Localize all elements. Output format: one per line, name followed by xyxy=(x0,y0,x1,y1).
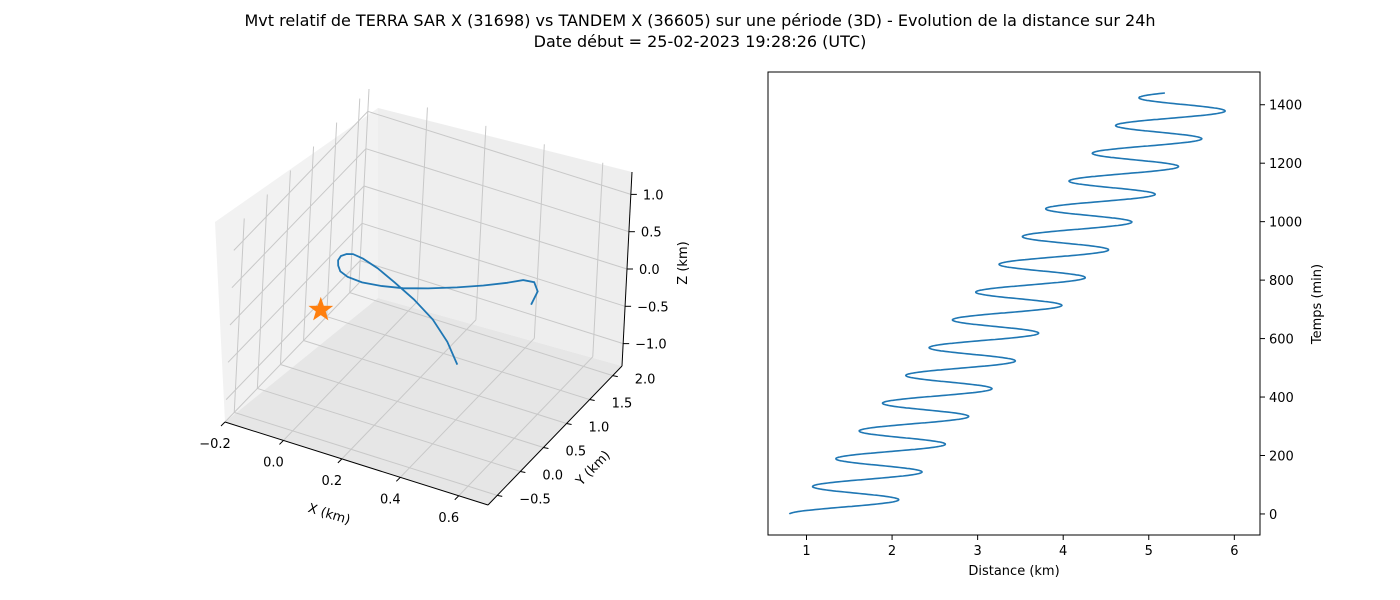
y-tick-mark-3d-1 xyxy=(520,470,526,473)
chart-3d-trajectory: −0.20.00.20.40.6−0.50.00.51.01.52.0−1.0−… xyxy=(199,88,691,528)
y-tick-label-3d-1: 0.0 xyxy=(542,468,563,483)
trajectory-line xyxy=(337,253,539,365)
y-tick-label-3d-4: 1.5 xyxy=(612,397,633,412)
x-tick-mark-3d-1 xyxy=(279,440,284,445)
x-tick-label-3d-1: 0.0 xyxy=(263,455,284,470)
z-tick-label-3d-4: 1.0 xyxy=(643,188,664,203)
distance-series-line xyxy=(788,92,1226,515)
x-tick-label-4: 5 xyxy=(1145,544,1153,559)
y-tick-label-3d-0: −0.5 xyxy=(519,492,551,507)
gridline-left-z-4 xyxy=(233,111,369,251)
y-tick-label-3d-3: 1.0 xyxy=(589,421,610,436)
y-tick-label-3d-2: 0.5 xyxy=(565,444,586,459)
figure-title-line2: Date début = 25-02-2023 19:28:26 (UTC) xyxy=(534,32,867,51)
y-tick-label-2: 400 xyxy=(1269,391,1294,406)
gridline-floor-x-1 xyxy=(283,301,418,441)
y-ticks: 0 200 400 600 800 1000 1200 1400 xyxy=(1260,99,1302,523)
gridline-left-z-1 xyxy=(227,222,363,363)
gridline-back-z-3 xyxy=(365,148,630,233)
x-tick-label-3d-0: −0.2 xyxy=(199,437,231,452)
gridline-floor-x-0 xyxy=(224,282,360,423)
y-tick-mark-3d-2 xyxy=(543,446,549,449)
gridline-floor-y-3 xyxy=(303,340,567,424)
gridline-floor-x-3 xyxy=(399,337,535,478)
z-tick-label-3d-3: 0.5 xyxy=(641,226,662,241)
gridline-floor-x-2 xyxy=(341,319,477,460)
x-tick-label-3d-3: 0.4 xyxy=(380,492,401,507)
gridline-floor-x-4 xyxy=(458,356,594,497)
x-tick-label-0: 1 xyxy=(802,544,810,559)
x-ticks: 1 2 3 4 5 6 xyxy=(802,535,1238,559)
ticks-3d: −0.20.00.20.40.6−0.50.00.51.01.52.0−1.0−… xyxy=(199,188,668,525)
z-tick-label-3d-0: −1.0 xyxy=(635,338,667,353)
gridline-left-z-0 xyxy=(225,260,361,400)
y-tick-mark-3d-0 xyxy=(497,494,503,497)
gridline-floor-y-4 xyxy=(326,316,590,401)
y-tick-label-5: 1000 xyxy=(1269,216,1302,231)
x-tick-label-3: 4 xyxy=(1059,544,1067,559)
gridline-back-z-4 xyxy=(367,110,631,195)
z-axis-label-3d: Z (km) xyxy=(676,241,691,284)
x-tick-label-2: 3 xyxy=(973,544,981,559)
y-tick-label-4: 800 xyxy=(1269,274,1294,289)
x-tick-label-5: 6 xyxy=(1230,544,1238,559)
x-tick-mark-3d-2 xyxy=(337,458,343,464)
pane-left-wall xyxy=(215,108,378,422)
y-axis-label: Temps (min) xyxy=(1310,264,1325,345)
x-tick-label-3d-4: 0.6 xyxy=(438,511,459,526)
gridline-floor-y-1 xyxy=(257,387,521,472)
y-tick-label-3: 600 xyxy=(1269,333,1294,348)
origin-star-marker xyxy=(308,296,334,321)
gridline-floor-y-2 xyxy=(280,364,544,448)
x-axis-label-3d: X (km) xyxy=(306,501,352,528)
gridline-back-z-0 xyxy=(360,260,624,345)
z-tick-label-3d-1: −0.5 xyxy=(637,300,669,315)
y-tick-label-6: 1200 xyxy=(1269,157,1302,172)
x-tick-mark-3d-3 xyxy=(395,476,401,482)
y-tick-label-1: 200 xyxy=(1269,449,1294,464)
y-tick-mark-3d-5 xyxy=(612,375,618,378)
y-tick-mark-3d-3 xyxy=(566,423,572,426)
y-tick-label-0: 0 xyxy=(1269,508,1277,523)
gridline-floor-y-5 xyxy=(349,292,613,377)
x-axis-line xyxy=(224,421,489,506)
grid-3d xyxy=(224,88,631,497)
gridline-left-z-2 xyxy=(229,185,365,326)
x-tick-label-1: 2 xyxy=(888,544,896,559)
y-tick-label-7: 1400 xyxy=(1269,99,1302,114)
y-tick-label-3d-5: 2.0 xyxy=(635,373,656,388)
x-tick-mark-3d-4 xyxy=(454,495,460,501)
x-tick-mark-3d-0 xyxy=(220,421,226,427)
gridline-left-z-3 xyxy=(231,148,367,289)
x-axis-label: Distance (km) xyxy=(968,564,1059,579)
y-axis-line xyxy=(487,365,623,506)
plot-area-frame xyxy=(767,71,1261,536)
gridline-back-z-1 xyxy=(361,222,626,307)
gridline-floor-y-0 xyxy=(234,411,498,496)
y-tick-mark-3d-4 xyxy=(589,399,595,402)
x-tick-label-3d-2: 0.2 xyxy=(322,474,343,489)
chart-distance-time: 1 2 3 4 5 6 0 200 400 600 800 1000 1200 1400 Distanc… xyxy=(767,71,1325,579)
z-tick-label-3d-2: 0.0 xyxy=(639,263,660,278)
gridline-back-z-2 xyxy=(363,185,628,270)
figure-title-line1: Mvt relatif de TERRA SAR X (31698) vs TA… xyxy=(244,11,1155,30)
